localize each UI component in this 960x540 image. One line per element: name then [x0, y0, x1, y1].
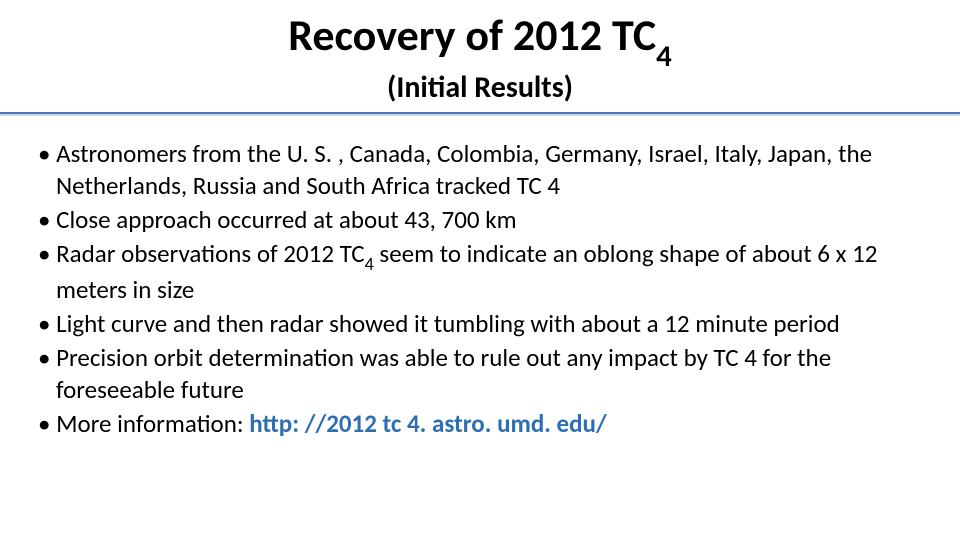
bullet-text: Precision orbit determination was able t…	[56, 342, 831, 405]
bullet-text: Light curve and then radar showed it tum…	[56, 308, 840, 339]
bullet-text: Astronomers from the U. S. , Canada, Col…	[56, 138, 872, 201]
title-block: Recovery of 2012 TC4 (Initial Results)	[0, 12, 960, 106]
slide-subtitle: (Initial Results)	[40, 69, 920, 106]
content-area: Astronomers from the U. S. , Canada, Col…	[0, 116, 960, 440]
bullet-item: Astronomers from the U. S. , Canada, Col…	[38, 138, 922, 202]
bullet-item: More information: http: //2012 tc 4. ast…	[38, 408, 922, 440]
bullet-list: Astronomers from the U. S. , Canada, Col…	[38, 138, 922, 440]
title-subscript: 4	[656, 38, 672, 75]
bullet-item: Precision orbit determination was able t…	[38, 342, 922, 406]
bullet-item: Radar observations of 2012 TC4 seem to i…	[38, 238, 922, 306]
bullet-item: Close approach occurred at about 43, 700…	[38, 204, 922, 236]
more-info-link[interactable]: http: //2012 tc 4. astro. umd. edu/	[249, 408, 607, 439]
bullet-text-pre: Radar observations of 2012 TC	[56, 238, 365, 269]
title-text: Recovery of 2012 TC	[288, 8, 656, 62]
slide-title: Recovery of 2012 TC4	[40, 12, 920, 67]
bullet-item: Light curve and then radar showed it tum…	[38, 308, 922, 340]
bullet-text-pre: More information:	[56, 408, 249, 439]
bullet-text: Close approach occurred at about 43, 700…	[56, 204, 516, 235]
slide: Recovery of 2012 TC4 (Initial Results) A…	[0, 0, 960, 540]
bullet-subscript: 4	[365, 253, 374, 275]
